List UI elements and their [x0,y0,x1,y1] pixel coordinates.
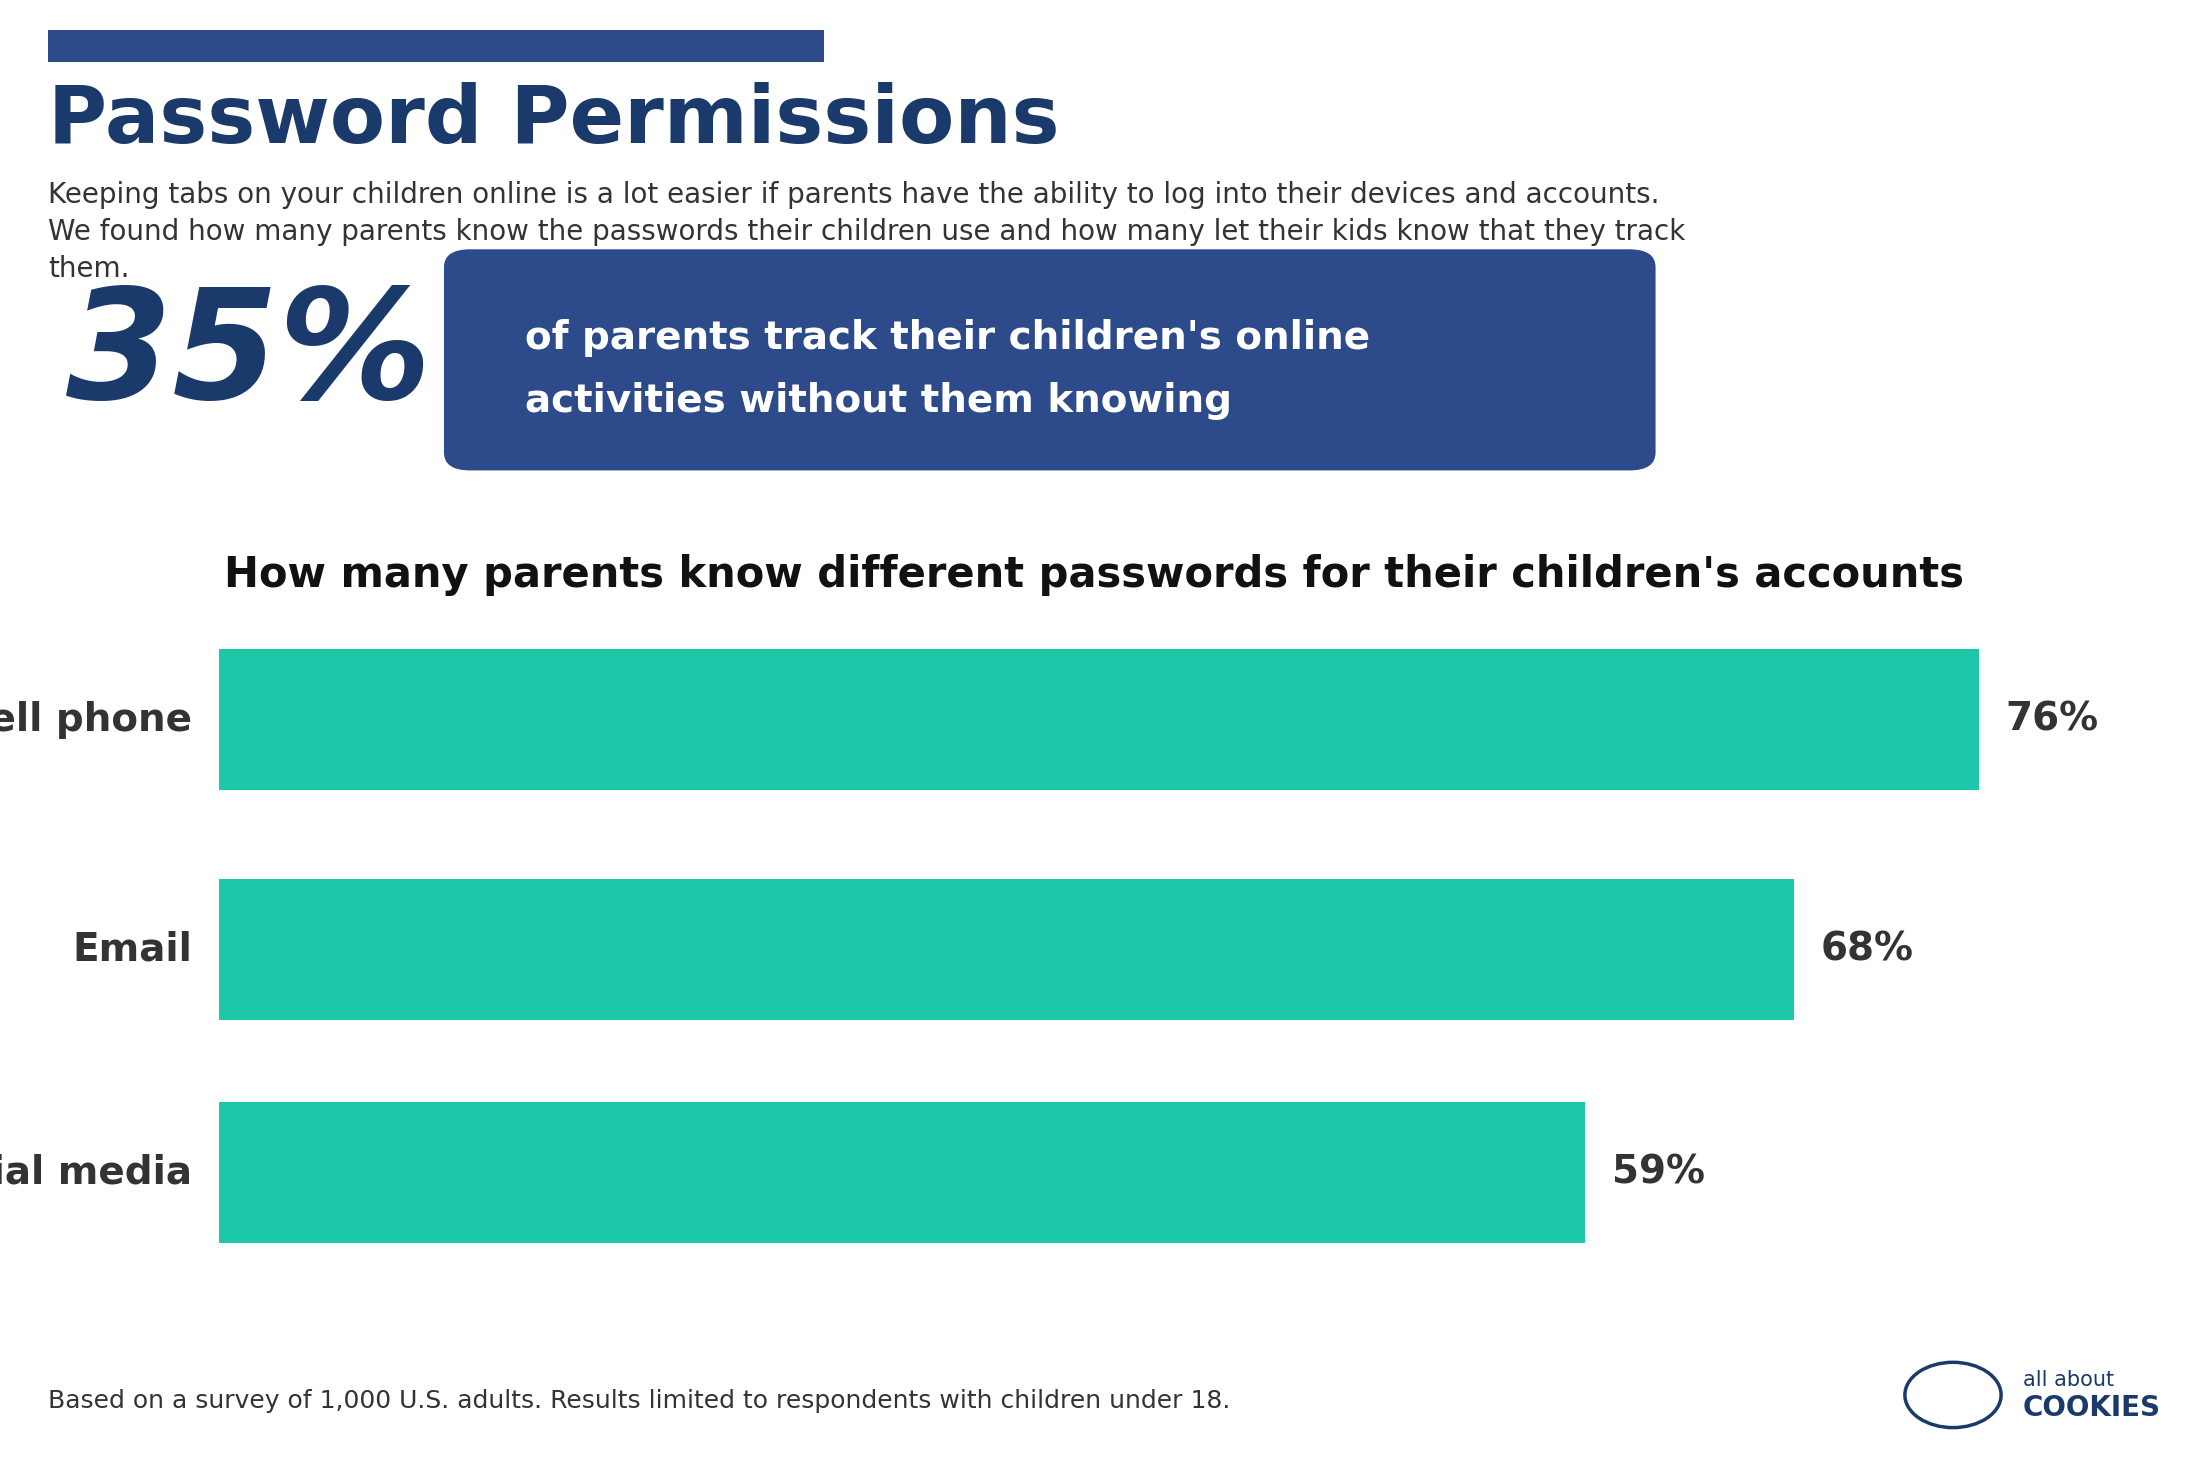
Text: Keeping tabs on your children online is a lot easier if parents have the ability: Keeping tabs on your children online is … [48,181,1660,209]
Text: them.: them. [48,255,129,283]
FancyBboxPatch shape [48,30,824,62]
Text: How many parents know different passwords for their children's accounts: How many parents know different password… [223,554,1964,595]
Text: all about: all about [2023,1370,2115,1391]
Text: 59%: 59% [1612,1153,1704,1192]
Text: Password Permissions: Password Permissions [48,82,1061,160]
Text: of parents track their children's online: of parents track their children's online [525,319,1369,356]
Text: 35%: 35% [66,282,431,430]
Text: Based on a survey of 1,000 U.S. adults. Results limited to respondents with chil: Based on a survey of 1,000 U.S. adults. … [48,1389,1231,1413]
Text: activities without them knowing: activities without them knowing [525,381,1231,420]
Text: Email: Email [72,930,192,969]
FancyBboxPatch shape [219,650,1979,789]
Text: COOKIES: COOKIES [2023,1395,2161,1422]
Text: We found how many parents know the passwords their children use and how many let: We found how many parents know the passw… [48,218,1686,246]
FancyBboxPatch shape [444,249,1656,470]
FancyBboxPatch shape [219,1101,1586,1244]
Text: Social media: Social media [0,1153,192,1192]
Text: 68%: 68% [1820,930,1914,969]
Text: Cell phone: Cell phone [0,700,192,739]
Text: 76%: 76% [2005,700,2100,739]
FancyBboxPatch shape [219,879,1793,1021]
